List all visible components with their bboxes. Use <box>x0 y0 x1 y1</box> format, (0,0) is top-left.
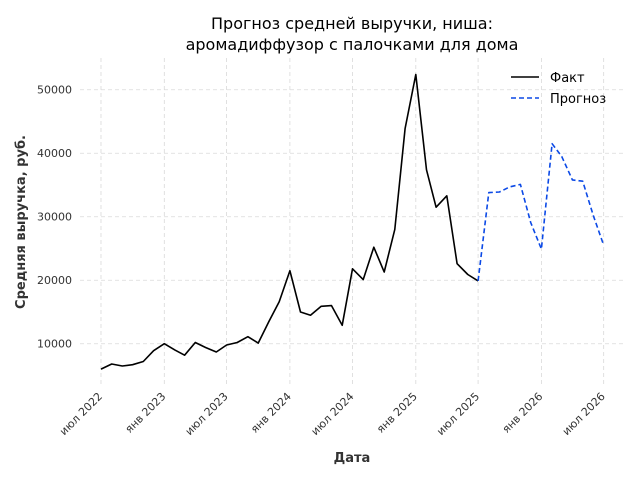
grid <box>80 58 625 385</box>
x-tick-label: июл 2025 <box>434 390 482 438</box>
legend-label-forecast: Прогноз <box>550 92 606 107</box>
x-tick-label: июл 2023 <box>183 390 231 438</box>
series-lines <box>100 73 605 370</box>
x-tick-label: янв 2026 <box>500 390 546 436</box>
x-axis-ticks: июл 2022 янв 2023 июл 2023 янв 2024 июл 2024… <box>57 390 608 438</box>
legend-label-fact: Факт <box>550 71 585 86</box>
x-tick-label: янв 2024 <box>248 390 294 436</box>
x-tick-label: июл 2022 <box>57 390 105 438</box>
y-tick-label: 40000 <box>37 147 72 160</box>
series-line-fact <box>100 73 479 370</box>
chart-title-line-1: Прогноз средней выручки, ниша: <box>211 14 493 33</box>
y-tick-label: 20000 <box>37 274 72 287</box>
x-axis-label: Дата <box>334 451 371 466</box>
y-tick-label: 30000 <box>37 211 72 224</box>
chart-title-line-2: аромадиффузор с палочками для дома <box>186 35 519 54</box>
y-tick-label: 10000 <box>37 338 72 351</box>
y-axis-ticks: 10000 20000 30000 40000 50000 <box>37 84 72 351</box>
series-line-forecast <box>477 142 605 281</box>
legend: Факт Прогноз <box>511 71 606 107</box>
x-tick-label: июл 2026 <box>560 390 608 438</box>
y-axis-label: Средняя выручка, руб. <box>14 135 29 309</box>
x-tick-label: янв 2023 <box>123 390 169 436</box>
x-tick-label: июл 2024 <box>309 390 357 438</box>
x-tick-label: янв 2025 <box>374 390 420 436</box>
y-tick-label: 50000 <box>37 84 72 97</box>
